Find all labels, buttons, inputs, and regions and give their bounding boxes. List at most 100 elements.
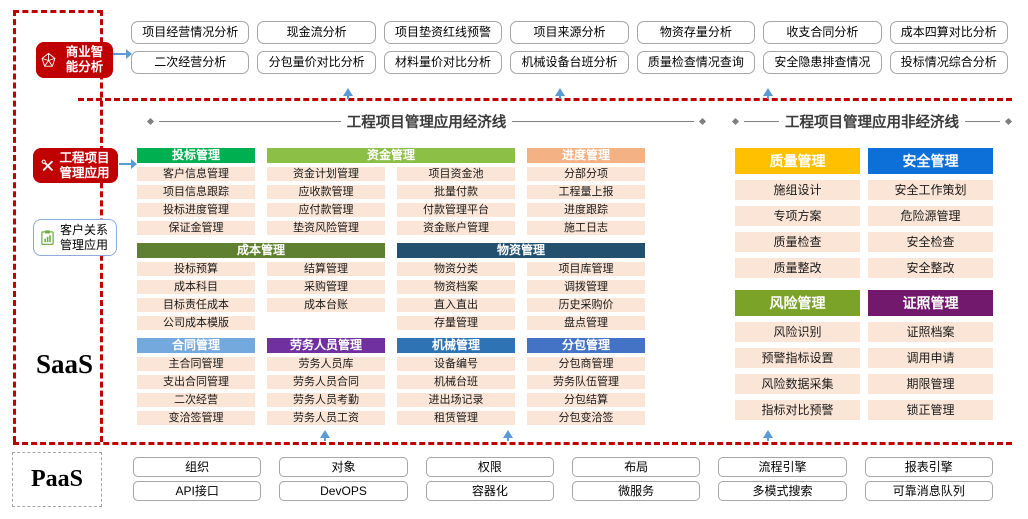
module-cell: 物资档案 <box>397 280 515 294</box>
module-cell: 设备编号 <box>397 357 515 371</box>
module-row: 投标管理 客户信息管理 项目信息跟踪 投标进度管理 保证金管理 资金管理 资金计划管理 应收款… <box>137 148 645 235</box>
module-cell: 变洽签管理 <box>137 411 255 425</box>
module-cell: 风险数据采集 <box>735 374 860 394</box>
paas-capability-box: 组织 <box>133 457 262 477</box>
paas-capability-box: API接口 <box>133 481 262 501</box>
module-columns: 施组设计 专项方案 质量检查 质量整改 <box>735 174 860 278</box>
module-header: 成本管理 <box>137 243 385 258</box>
module-cell: 分包结算 <box>527 393 645 407</box>
tools-icon <box>40 158 55 173</box>
module-cell: 付款管理平台 <box>397 203 515 217</box>
module-columns: 分包商管理 劳务队伍管理 分包结算 分包变洽签 <box>527 353 645 425</box>
module-cell: 危险源管理 <box>868 206 993 226</box>
module-cell: 质量整改 <box>735 258 860 278</box>
paas-capability-row-1: 组织 对象 权限 布局 流程引擎 报表引擎 <box>133 457 993 477</box>
module-columns: 风险识别 预警指标设置 风险数据采集 指标对比预警 <box>735 316 860 420</box>
diamond-icon <box>731 117 740 125</box>
up-arrow <box>555 88 565 99</box>
module-header: 质量管理 <box>735 148 860 174</box>
module-cell: 采购管理 <box>267 280 385 294</box>
crm-app-label: 客户关系管理应用 <box>33 219 117 256</box>
header-line <box>159 120 341 122</box>
module-columns: 物资分类 物资档案 直入直出 存量管理 项目库管理 调拨管理 历史采购价 盘点管理 <box>397 258 645 330</box>
module-header: 分包管理 <box>527 338 645 353</box>
paas-capability-box: 权限 <box>425 457 554 477</box>
up-arrow <box>503 430 513 441</box>
module-block: 机械管理 设备编号 机械台班 进出场记录 租赁管理 <box>397 338 515 425</box>
diamond-icon <box>1004 117 1013 125</box>
module-header: 风险管理 <box>735 290 860 316</box>
economic-section-header: 工程项目管理应用经济线 <box>146 111 707 131</box>
paas-capability-box: DevOPS <box>279 481 408 501</box>
module-block: 风险管理 风险识别 预警指标设置 风险数据采集 指标对比预警 <box>735 290 860 420</box>
module-cell: 目标责任成本 <box>137 298 255 312</box>
module-header: 合同管理 <box>137 338 255 353</box>
module-header: 资金管理 <box>267 148 515 163</box>
network-icon <box>40 52 57 69</box>
paas-layer-label: PaaS <box>30 466 83 492</box>
module-cell: 安全检查 <box>868 232 993 252</box>
paas-capability-box: 多模式搜索 <box>718 481 847 501</box>
module-column: 证照档案 调用申请 期限管理 锁正管理 <box>868 316 993 420</box>
module-cell: 保证金管理 <box>137 221 255 235</box>
module-cell: 进度跟踪 <box>527 203 645 217</box>
module-block: 证照管理 证照档案 调用申请 期限管理 锁正管理 <box>868 290 993 420</box>
module-columns: 资金计划管理 应收款管理 应付款管理 垫资风险管理 项目资金池 批量付款 付款管理平台 资金账… <box>267 163 515 235</box>
module-cell: 批量付款 <box>397 185 515 199</box>
module-columns: 设备编号 机械台班 进出场记录 租赁管理 <box>397 353 515 425</box>
bi-analysis-box: 投标情况综合分析 <box>889 51 1008 74</box>
module-column: 主合同管理 支出合同管理 二次经营 变洽签管理 <box>137 353 255 425</box>
module-cell: 租赁管理 <box>397 411 515 425</box>
bi-analysis-box: 质量检查情况查询 <box>636 51 756 74</box>
module-cell: 项目信息跟踪 <box>137 185 255 199</box>
clipboard-chart-icon <box>40 229 55 246</box>
module-column: 投标预算 成本科目 目标责任成本 公司成本模版 <box>137 258 255 330</box>
module-cell: 公司成本模版 <box>137 316 255 330</box>
bi-analysis-box: 收支合同分析 <box>763 21 882 44</box>
up-arrow <box>343 88 353 99</box>
bi-arrow <box>113 49 132 59</box>
paas-capability-box: 容器化 <box>425 481 554 501</box>
module-cell: 应收款管理 <box>267 185 385 199</box>
module-column: 风险识别 预警指标设置 风险数据采集 指标对比预警 <box>735 316 860 420</box>
diamond-icon <box>146 117 155 125</box>
module-block: 劳务人员管理 劳务人员库 劳务人员合同 劳务人员考勤 劳务人员工资 <box>267 338 385 425</box>
module-block: 安全管理 安全工作策划 危险源管理 安全检查 安全整改 <box>868 148 993 278</box>
module-columns: 主合同管理 支出合同管理 二次经营 变洽签管理 <box>137 353 255 425</box>
bi-analysis-box: 分包量价对比分析 <box>257 51 376 74</box>
module-cell: 分包变洽签 <box>527 411 645 425</box>
module-cell: 施组设计 <box>735 180 860 200</box>
dashed-frame-left <box>13 10 16 442</box>
dashed-divider-bi <box>78 98 1012 101</box>
module-column: 资金计划管理 应收款管理 应付款管理 垫资风险管理 <box>267 163 385 235</box>
module-row: 质量管理 施组设计 专项方案 质量检查 质量整改 安全管理 安全工作策划 危险源管理 安全检查安… <box>735 148 993 278</box>
bi-analysis-row-2: 二次经营分析 分包量价对比分析 材料量价对比分析 机械设备台班分析 质量检查情况查询 安全… <box>131 51 1008 74</box>
module-column: 结算管理 采购管理 成本台账 <box>267 258 385 330</box>
paas-capability-box: 微服务 <box>571 481 701 501</box>
bi-analysis-box: 二次经营分析 <box>131 51 250 74</box>
module-cell: 安全工作策划 <box>868 180 993 200</box>
module-cell: 投标进度管理 <box>137 203 255 217</box>
module-cell: 结算管理 <box>267 262 385 276</box>
module-cell: 风险识别 <box>735 322 860 342</box>
module-block: 合同管理 主合同管理 支出合同管理 二次经营 变洽签管理 <box>137 338 255 425</box>
diamond-icon <box>698 117 707 125</box>
module-cell: 资金账户管理 <box>397 221 515 235</box>
paas-capability-box: 流程引擎 <box>718 457 847 477</box>
module-cell: 盘点管理 <box>527 316 645 330</box>
module-cell: 项目资金池 <box>397 167 515 181</box>
module-cell: 应付款管理 <box>267 203 385 217</box>
header-line <box>512 120 694 122</box>
header-line <box>744 120 779 122</box>
module-cell: 支出合同管理 <box>137 375 255 389</box>
bi-analysis-box: 现金流分析 <box>257 21 376 44</box>
dashed-frame-top <box>13 10 103 13</box>
module-header: 投标管理 <box>137 148 255 163</box>
module-cell: 分部分项 <box>527 167 645 181</box>
up-arrow <box>763 430 773 441</box>
module-columns: 分部分项 工程量上报 进度跟踪 施工日志 <box>527 163 645 235</box>
module-block: 分包管理 分包商管理 劳务队伍管理 分包结算 分包变洽签 <box>527 338 645 425</box>
module-column: 物资分类 物资档案 直入直出 存量管理 <box>397 258 515 330</box>
project-app-label-text: 工程项目管理应用 <box>59 150 110 180</box>
module-cell: 历史采购价 <box>527 298 645 312</box>
